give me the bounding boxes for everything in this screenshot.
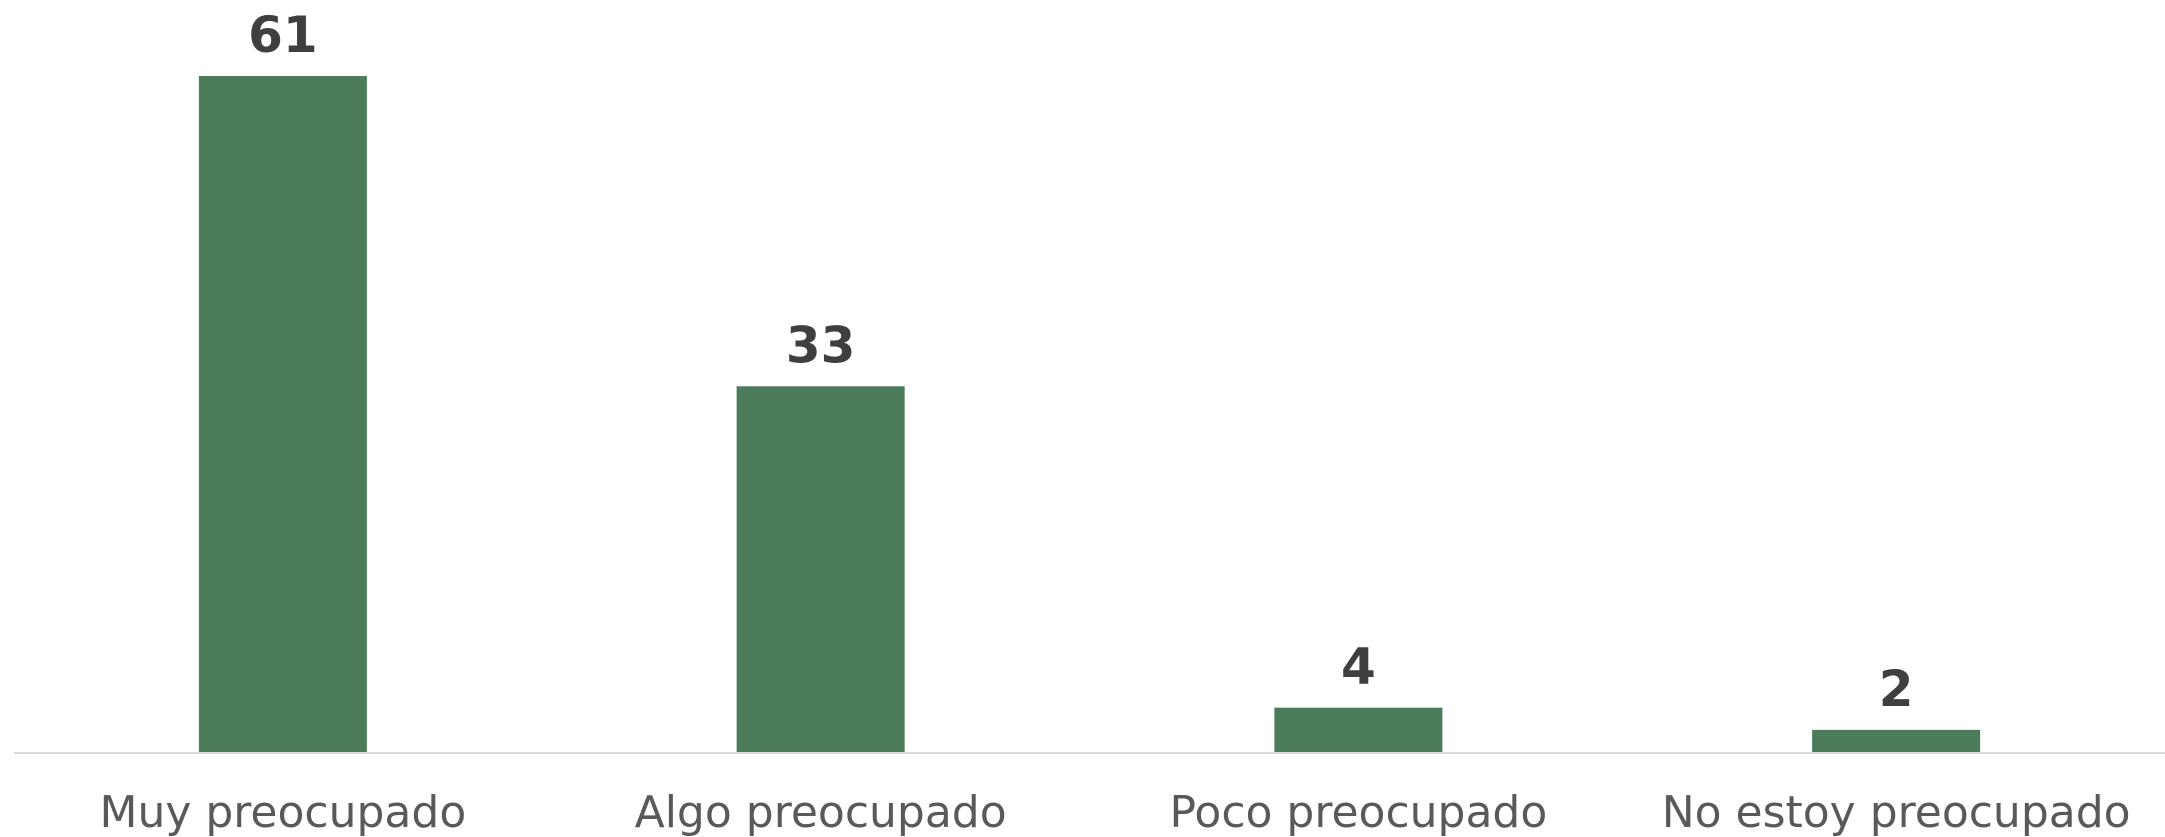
data-labels: 61 33 4 2 xyxy=(248,6,1913,718)
category-labels: Muy preocupado Algo preocupado Poco preocu… xyxy=(100,787,2131,837)
bar-value-label: 2 xyxy=(1879,660,1914,718)
category-label: Poco preocupado xyxy=(1169,787,1547,837)
bar xyxy=(1812,729,1981,752)
bar-series xyxy=(198,76,1981,752)
category-label: Algo preocupado xyxy=(635,787,1007,837)
category-label: Muy preocupado xyxy=(100,787,467,837)
category-label: No estoy preocupado xyxy=(1662,787,2131,837)
bar-value-label: 33 xyxy=(786,316,856,374)
bar-value-label: 61 xyxy=(248,6,318,64)
bar xyxy=(736,386,905,752)
bar-value-label: 4 xyxy=(1341,638,1376,696)
bar xyxy=(198,76,367,752)
bar xyxy=(1274,707,1443,752)
